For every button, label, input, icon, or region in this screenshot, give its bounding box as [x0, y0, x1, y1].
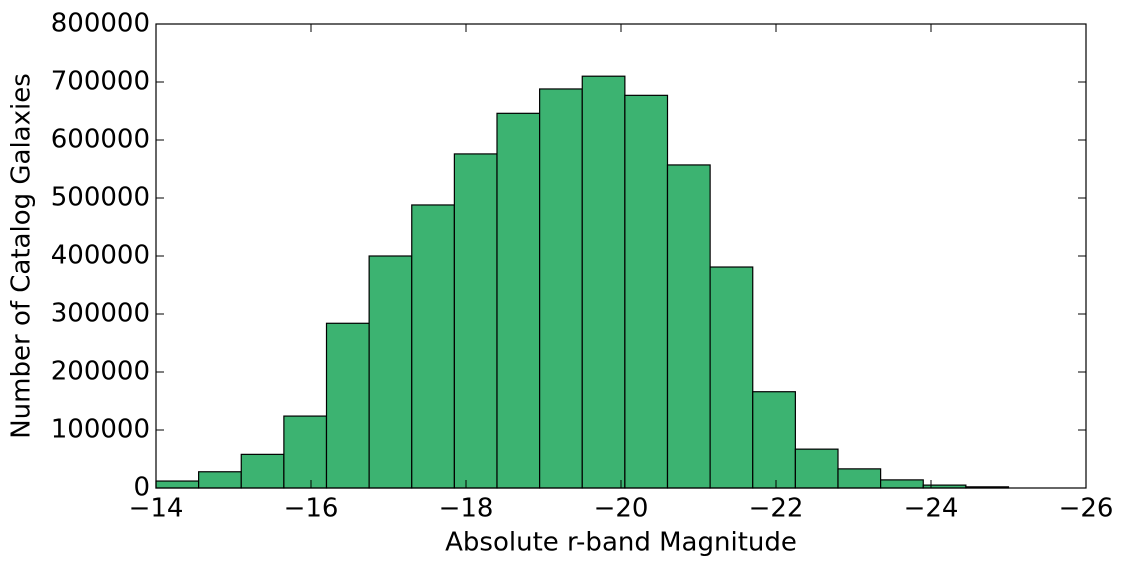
bar: [411, 204, 455, 489]
x-tick-label: −16: [284, 494, 339, 524]
bar: [581, 75, 626, 489]
bar: [624, 94, 669, 489]
bar: [880, 479, 924, 489]
y-tick-label: 100000: [51, 415, 150, 445]
x-tick-label: −20: [594, 494, 649, 524]
bar: [325, 322, 370, 489]
y-tick-label: 600000: [51, 125, 150, 155]
bar: [666, 164, 711, 489]
y-tick-label: 400000: [51, 241, 150, 271]
bar: [496, 112, 541, 489]
bar: [752, 391, 796, 489]
y-tick-label: 500000: [51, 183, 150, 213]
x-tick-label: −26: [1059, 494, 1114, 524]
y-tick-label: 800000: [51, 9, 150, 39]
y-tick-label: 300000: [51, 299, 150, 329]
bar: [198, 471, 242, 489]
x-axis-label: Absolute r-band Magnitude: [445, 528, 797, 558]
bar: [368, 255, 413, 489]
y-axis-label: Number of Catalog Galaxies: [7, 73, 37, 439]
bar: [240, 453, 285, 489]
y-tick-label: 0: [133, 473, 150, 503]
bar: [837, 468, 882, 489]
x-tick-label: −24: [904, 494, 959, 524]
x-tick-label: −22: [749, 494, 804, 524]
y-tick-label: 200000: [51, 357, 150, 387]
bar: [794, 448, 839, 489]
x-tick-label: −14: [129, 494, 184, 524]
x-tick-label: −18: [439, 494, 494, 524]
y-tick-label: 700000: [51, 67, 150, 97]
bar: [283, 415, 328, 489]
bar: [539, 88, 583, 489]
bar: [453, 153, 498, 489]
bar: [155, 480, 200, 489]
bar: [709, 266, 754, 489]
